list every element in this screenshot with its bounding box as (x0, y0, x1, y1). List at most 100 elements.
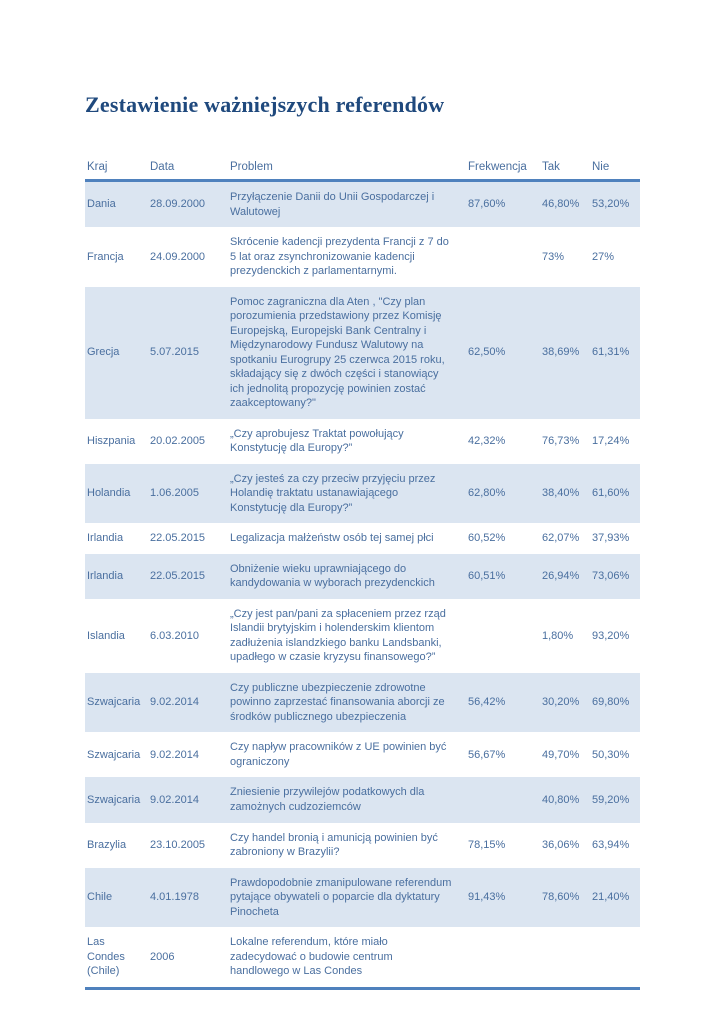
table-row: Chile 4.01.1978 Prawdopodobnie zmanipulowa… (85, 867, 640, 928)
table-cell: Islandia (87, 629, 125, 642)
table-row: Brazylia 23.10.2005 Czy handel bronią i am… (85, 823, 640, 868)
table-cell (540, 927, 590, 988)
table-cell: 42,32% (468, 434, 506, 447)
table-cell: 53,20% (592, 198, 630, 211)
table-cell: 37,93% (592, 532, 630, 545)
table-cell: 22.05.2015 (150, 570, 206, 583)
table-cell: 20.02.2005 (150, 434, 206, 447)
table-cell: 60,52% (468, 532, 506, 545)
table-cell: Szwajcaria (87, 793, 141, 806)
table-cell: 62,50% (468, 346, 506, 359)
table-cell: 22.05.2015 (150, 532, 206, 545)
table-cell: Czy handel bronią i amunicją powinien by… (230, 831, 438, 859)
table-cell: Legalizacja małżeństw osób tej samej płc… (230, 532, 434, 545)
table-cell: Irlandia (87, 532, 124, 545)
table-row: Las Condes (Chile) 2006 Lokalne referendum… (85, 927, 640, 988)
table-cell: 61,60% (592, 487, 630, 500)
table-cell: 24.09.2000 (150, 250, 206, 263)
column-header-frekwencja: Frekwencja (466, 158, 540, 182)
table-cell: 73,06% (592, 570, 630, 583)
table-cell: 78,15% (468, 838, 506, 851)
table-cell: 26,94% (542, 570, 580, 583)
table-row: Szwajcaria 9.02.2014 Czy publiczne ubezpie… (85, 672, 640, 733)
table-cell: Czy napływ pracowników z UE powinien być… (230, 741, 447, 768)
table-row: Islandia 6.03.2010 „Czy jest pan/pani za s… (85, 599, 640, 673)
table-cell: Grecja (87, 346, 120, 359)
table-row: Szwajcaria 9.02.2014 Czy napływ pracownikó… (85, 732, 640, 777)
table-row: Dania 28.09.2000 Przyłączenie Danii do Uni… (85, 180, 640, 228)
table-cell: Brazylia (87, 838, 127, 851)
table-cell: 78,60% (542, 891, 580, 904)
table-cell: 62,07% (542, 532, 580, 545)
table-header-row: Kraj Data Problem Frekwencja Tak Nie (85, 158, 640, 182)
referendums-table: Kraj Data Problem Frekwencja Tak Nie Dan… (85, 158, 640, 990)
table-cell: 9.02.2014 (150, 748, 199, 761)
table-cell: 59,20% (592, 793, 630, 806)
table-cell: 17,24% (592, 434, 630, 447)
table-cell: 56,42% (468, 696, 506, 709)
table-cell: Hiszpania (87, 434, 136, 447)
table-cell: Czy publiczne ubezpieczenie zdrowotne po… (230, 681, 445, 723)
column-header-tak: Tak (540, 158, 590, 182)
table-cell: Lokalne referendum, które miało zadecydo… (230, 936, 393, 978)
table-cell: Zniesienie przywilejów podatkowych dla z… (230, 786, 425, 813)
table-cell: „Czy jest pan/pani za spłaceniem przez r… (230, 607, 446, 664)
table-cell: Pomoc zagraniczna dla Aten , "Czy plan p… (230, 295, 445, 410)
column-header-problem: Problem (228, 158, 466, 182)
table-row: Grecja 5.07.2015 Pomoc zagraniczna dla Ate… (85, 286, 640, 419)
table-cell: 87,60% (468, 198, 506, 211)
table-row: Irlandia 22.05.2015 Obniżenie wieku uprawn… (85, 553, 640, 599)
table-cell: 38,40% (542, 487, 580, 500)
table-cell (466, 777, 540, 822)
table-cell: Szwajcaria (87, 748, 141, 761)
column-header-nie: Nie (590, 158, 640, 182)
table-cell: Przyłączenie Danii do Unii Gospodarczej … (230, 191, 435, 218)
table-cell: Irlandia (87, 570, 124, 583)
table-cell: Las Condes (Chile) (87, 936, 125, 978)
table-cell: „Czy jesteś za czy przeciw przyjęciu prz… (230, 472, 436, 514)
table-body: Dania 28.09.2000 Przyłączenie Danii do Uni… (85, 180, 640, 989)
table-cell: 30,20% (542, 696, 580, 709)
table-row: Hiszpania 20.02.2005 „Czy aprobujesz Trakt… (85, 419, 640, 464)
column-header-data: Data (148, 158, 228, 182)
table-cell: 27% (592, 250, 615, 263)
table-cell (466, 599, 540, 673)
table-cell: Holandia (87, 487, 131, 500)
table-cell: 21,40% (592, 891, 630, 904)
table-cell: 40,80% (542, 793, 580, 806)
table-cell (590, 927, 640, 988)
table-cell: 60,51% (468, 570, 506, 583)
table-cell: 49,70% (542, 748, 580, 761)
table-cell: 63,94% (592, 838, 630, 851)
table-cell (466, 227, 540, 287)
table-cell: Francja (87, 250, 124, 263)
table-cell: 1,80% (542, 629, 574, 642)
table-cell: Obniżenie wieku uprawniającego do kandyd… (230, 562, 435, 590)
table-cell: 91,43% (468, 891, 506, 904)
table-cell: Szwajcaria (87, 696, 141, 709)
table-row: Irlandia 22.05.2015 Legalizacja małżeństw … (85, 523, 640, 554)
table-cell: 23.10.2005 (150, 838, 206, 851)
column-header-kraj: Kraj (85, 158, 148, 182)
table-cell: „Czy aprobujesz Traktat powołujący Konst… (230, 427, 404, 455)
table-cell: 28.09.2000 (150, 198, 206, 211)
table-cell: 93,20% (592, 629, 630, 642)
table-cell: 73% (542, 250, 565, 263)
table-cell: 9.02.2014 (150, 793, 199, 806)
table-row: Holandia 1.06.2005 „Czy jesteś za czy prze… (85, 463, 640, 524)
table-cell: 5.07.2015 (150, 346, 199, 359)
table-cell: Skrócenie kadencji prezydenta Francji z … (230, 236, 449, 278)
table-cell: 36,06% (542, 838, 580, 851)
table-cell: Chile (87, 891, 113, 904)
table-row: Francja 24.09.2000 Skrócenie kadencji prez… (85, 227, 640, 287)
table-cell: 76,73% (542, 434, 580, 447)
table-cell: 46,80% (542, 198, 580, 211)
table-cell: 6.03.2010 (150, 629, 199, 642)
table-cell: 69,80% (592, 696, 630, 709)
table-cell: 61,31% (592, 346, 630, 359)
table-cell: 38,69% (542, 346, 580, 359)
table-cell: 56,67% (468, 748, 506, 761)
table-cell: 4.01.1978 (150, 891, 199, 904)
table-cell: 1.06.2005 (150, 487, 199, 500)
table-cell: Prawdopodobnie zmanipulowane referendum … (230, 876, 452, 918)
